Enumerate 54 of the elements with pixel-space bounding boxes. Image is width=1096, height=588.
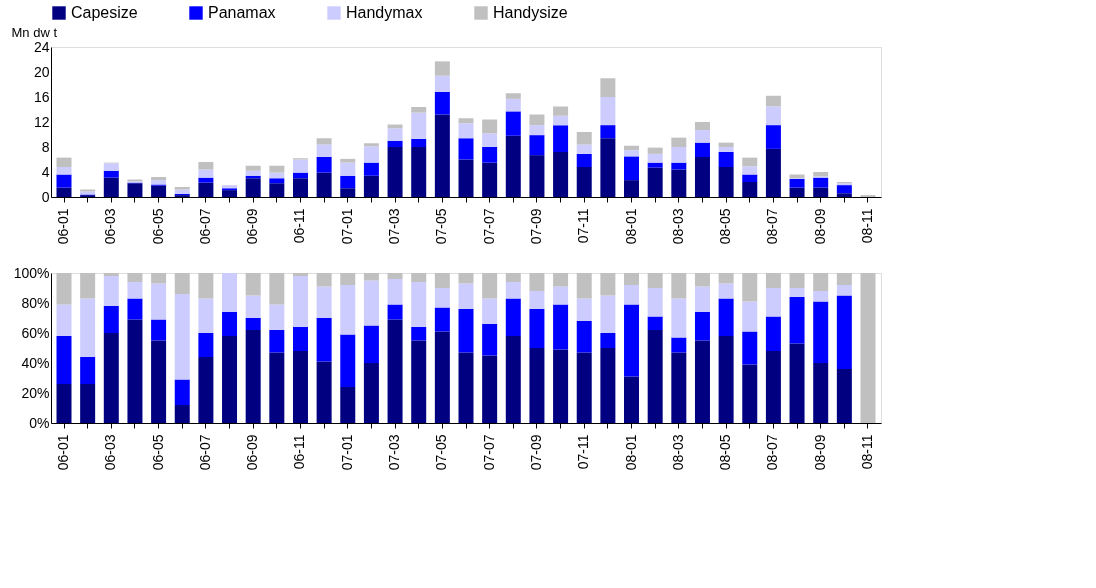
x-tick-label: 08-11 <box>858 434 875 470</box>
x-tick-label: 08-07 <box>764 208 781 245</box>
x-tick-label: 06-09 <box>244 434 261 471</box>
x-tick-label: 07-03 <box>386 434 403 471</box>
y-tick-label: 16 <box>33 88 50 105</box>
y-tick-label: 100% <box>13 264 50 281</box>
x-tick-label: 06-07 <box>196 208 213 245</box>
legend-label: Handymax <box>346 4 423 21</box>
x-tick-label: 08-07 <box>764 434 781 471</box>
x-tick-label: 06-01 <box>55 208 72 245</box>
x-tick-label: 07-11 <box>575 208 592 244</box>
x-tick-label: 06-09 <box>244 208 261 245</box>
y-tick-label: 80% <box>21 294 50 311</box>
x-tick-label: 08-03 <box>669 208 686 245</box>
y-axis-title: Mn dw t <box>11 24 58 40</box>
x-tick-label: 07-07 <box>480 208 497 245</box>
y-tick-label: 4 <box>41 163 50 180</box>
x-tick-label: 07-11 <box>575 434 592 470</box>
y-tick-label: 0 <box>41 188 50 205</box>
x-tick-label: 06-11 <box>291 208 308 244</box>
legend-label: Capesize <box>71 4 138 21</box>
y-tick-label: 24 <box>33 38 50 55</box>
x-tick-label: 06-01 <box>55 434 72 471</box>
x-tick-label: 08-11 <box>858 208 875 244</box>
legend-label: Panamax <box>208 4 276 21</box>
y-tick-label: 12 <box>33 113 50 130</box>
x-tick-label: 07-09 <box>527 434 544 471</box>
x-tick-label: 06-03 <box>102 208 119 245</box>
y-tick-label: 20% <box>21 384 50 401</box>
x-tick-label: 07-01 <box>338 434 355 471</box>
x-tick-label: 06-03 <box>102 434 119 471</box>
x-tick-label: 08-05 <box>717 208 734 245</box>
x-tick-label: 07-03 <box>386 208 403 245</box>
y-tick-label: 8 <box>41 138 50 155</box>
x-tick-label: 06-05 <box>149 208 166 245</box>
x-tick-label: 07-05 <box>433 434 450 471</box>
y-tick-label: 0% <box>29 414 50 431</box>
x-tick-label: 08-01 <box>622 434 639 471</box>
legend-label: Handysize <box>493 4 568 21</box>
x-tick-label: 08-09 <box>811 434 828 471</box>
x-tick-label: 07-05 <box>433 208 450 245</box>
x-tick-label: 07-01 <box>338 208 355 245</box>
x-tick-label: 07-09 <box>527 208 544 245</box>
x-tick-label: 08-09 <box>811 208 828 245</box>
y-tick-label: 20 <box>33 63 50 80</box>
x-tick-label: 08-01 <box>622 208 639 245</box>
x-tick-label: 06-07 <box>196 434 213 471</box>
x-tick-label: 08-05 <box>717 434 734 471</box>
x-tick-label: 06-05 <box>149 434 166 471</box>
x-tick-label: 08-03 <box>669 434 686 471</box>
y-tick-label: 60% <box>21 324 50 341</box>
x-tick-label: 06-11 <box>291 434 308 470</box>
y-tick-label: 40% <box>21 354 50 371</box>
x-tick-label: 07-07 <box>480 434 497 471</box>
